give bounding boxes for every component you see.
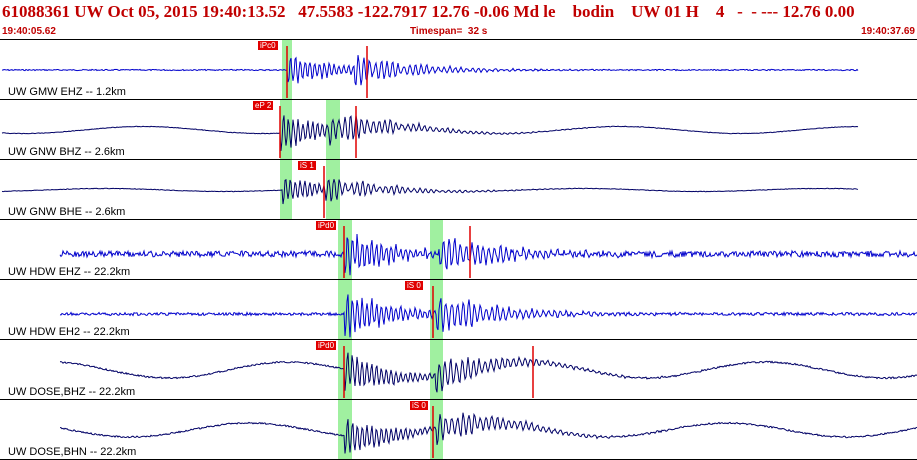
- channel-label: UW DOSE,BHN -- 22.2km: [8, 446, 137, 458]
- pick-window: [280, 160, 292, 220]
- waveform-trace[interactable]: [59, 352, 917, 393]
- waveform-trace[interactable]: [1, 115, 859, 151]
- timespan-label: Timespan= 32 s: [410, 26, 488, 37]
- pick-label[interactable]: iS 0: [410, 401, 428, 410]
- pick-window: [430, 340, 443, 400]
- pick-label[interactable]: iPc0: [258, 41, 278, 50]
- pick-window: [280, 100, 292, 160]
- pick-window: [338, 340, 352, 400]
- pick-label[interactable]: iS 0: [405, 281, 423, 290]
- waveform-trace[interactable]: [1, 55, 859, 86]
- header-divider: [0, 39, 917, 40]
- waveform-trace[interactable]: [60, 412, 917, 454]
- pick-label[interactable]: iPd0: [316, 221, 337, 230]
- channel-label: UW GNW BHZ -- 2.6km: [8, 146, 125, 158]
- channel-label: UW HDW EH2 -- 22.2km: [8, 326, 130, 338]
- channel-label: UW DOSE,BHZ -- 22.2km: [8, 386, 136, 398]
- channel-label: UW GMW EHZ -- 1.2km: [8, 86, 126, 98]
- pick-window: [338, 400, 352, 460]
- channel-label: UW HDW EHZ -- 22.2km: [8, 266, 131, 278]
- pick-window: [430, 220, 443, 280]
- waveform-trace[interactable]: [59, 294, 917, 338]
- waveform-trace[interactable]: [59, 233, 917, 276]
- event-summary: 61088361 UW Oct 05, 2015 19:40:13.52 47.…: [2, 2, 855, 21]
- channel-label: UW GNW BHE -- 2.6km: [8, 206, 126, 218]
- end-time: 19:40:37.69: [861, 26, 915, 37]
- pick-label[interactable]: iS 1: [298, 161, 316, 170]
- pick-window: [430, 280, 443, 340]
- pick-label[interactable]: eP 2: [253, 101, 274, 110]
- waveform-trace[interactable]: [1, 179, 859, 205]
- pick-window: [338, 220, 352, 280]
- event-header: 61088361 UW Oct 05, 2015 19:40:13.52 47.…: [0, 0, 917, 40]
- start-time: 19:40:05.62: [2, 26, 56, 37]
- pick-label[interactable]: iPd0: [316, 341, 337, 350]
